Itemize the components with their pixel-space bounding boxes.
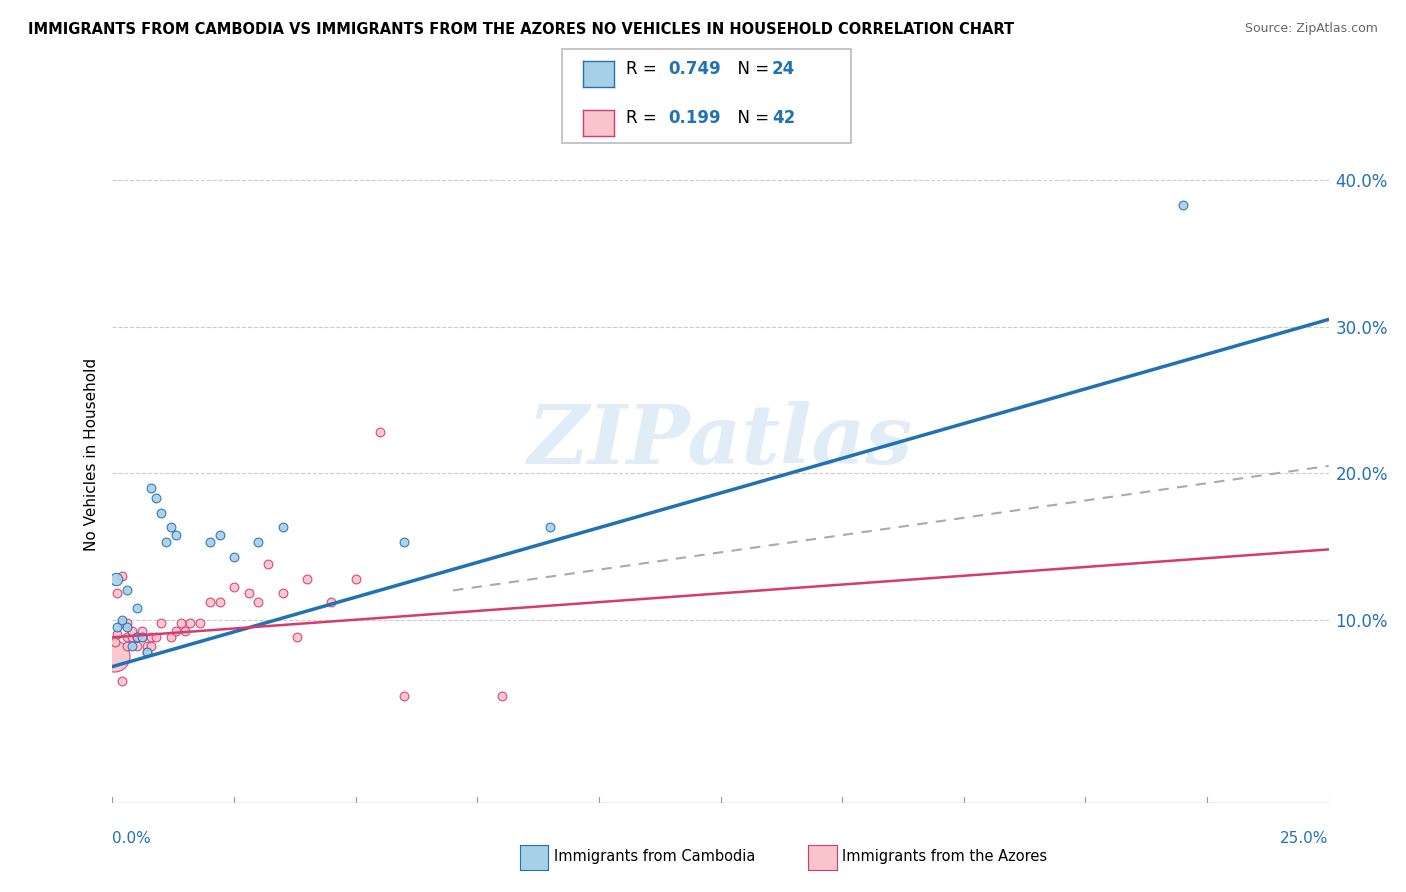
Text: ZIPatlas: ZIPatlas xyxy=(527,401,914,481)
Point xyxy=(165,527,187,541)
Text: R =: R = xyxy=(626,60,662,78)
Point xyxy=(135,639,157,653)
Text: IMMIGRANTS FROM CAMBODIA VS IMMIGRANTS FROM THE AZORES NO VEHICLES IN HOUSEHOLD : IMMIGRANTS FROM CAMBODIA VS IMMIGRANTS F… xyxy=(28,22,1014,37)
Point xyxy=(271,520,294,534)
Point xyxy=(344,572,367,586)
Point xyxy=(104,634,127,648)
Point xyxy=(125,601,148,615)
Point xyxy=(105,627,128,641)
Point xyxy=(491,689,513,703)
Point xyxy=(145,491,167,505)
Point xyxy=(121,639,143,653)
Text: N =: N = xyxy=(727,60,775,78)
Point xyxy=(111,674,134,689)
Point xyxy=(222,581,246,595)
Point xyxy=(115,615,138,630)
Point xyxy=(135,645,157,659)
Text: Immigrants from the Azores: Immigrants from the Azores xyxy=(842,849,1047,863)
Point xyxy=(115,630,138,644)
Point xyxy=(111,568,134,582)
Point xyxy=(115,620,138,634)
Point xyxy=(198,535,221,549)
Text: Immigrants from Cambodia: Immigrants from Cambodia xyxy=(554,849,755,863)
Text: 24: 24 xyxy=(772,60,796,78)
Text: 0.0%: 0.0% xyxy=(112,831,152,846)
Point xyxy=(150,615,173,630)
Point xyxy=(131,630,153,644)
Point xyxy=(141,481,163,495)
Point xyxy=(141,630,163,644)
Point xyxy=(103,649,125,664)
Point xyxy=(121,630,143,644)
Point xyxy=(165,624,187,639)
Point xyxy=(131,630,153,644)
Point xyxy=(160,630,183,644)
Text: 0.749: 0.749 xyxy=(668,60,721,78)
Text: N =: N = xyxy=(727,109,775,127)
Point xyxy=(271,586,294,600)
Y-axis label: No Vehicles in Household: No Vehicles in Household xyxy=(83,359,98,551)
Point xyxy=(1171,198,1194,212)
Point xyxy=(368,425,391,440)
Point xyxy=(208,527,231,541)
Point xyxy=(125,639,148,653)
Point xyxy=(145,630,167,644)
Point xyxy=(321,595,343,609)
Point xyxy=(121,624,143,639)
Text: 42: 42 xyxy=(772,109,796,127)
Point xyxy=(115,583,138,598)
Point xyxy=(135,645,157,659)
Text: Source: ZipAtlas.com: Source: ZipAtlas.com xyxy=(1244,22,1378,36)
Point xyxy=(222,549,246,564)
Point xyxy=(105,572,128,586)
Point xyxy=(238,586,260,600)
Point xyxy=(285,630,308,644)
Point xyxy=(538,520,561,534)
Point xyxy=(394,689,416,703)
Point xyxy=(125,630,148,644)
Point xyxy=(247,535,270,549)
Point xyxy=(105,586,128,600)
Text: R =: R = xyxy=(626,109,662,127)
Point xyxy=(105,620,128,634)
Point xyxy=(131,624,153,639)
Point xyxy=(208,595,231,609)
Point xyxy=(111,615,134,630)
Point xyxy=(174,624,197,639)
Point xyxy=(169,615,191,630)
Point xyxy=(179,615,201,630)
Point xyxy=(115,639,138,653)
Point xyxy=(141,639,163,653)
Point xyxy=(150,506,173,520)
Point xyxy=(394,535,416,549)
Text: 0.199: 0.199 xyxy=(668,109,720,127)
Point xyxy=(188,615,211,630)
Point xyxy=(111,613,134,627)
Point xyxy=(125,630,148,644)
Point xyxy=(155,535,177,549)
Point xyxy=(160,520,183,534)
Point xyxy=(198,595,221,609)
Point xyxy=(247,595,270,609)
Point xyxy=(257,557,280,571)
Point xyxy=(295,572,318,586)
Text: 25.0%: 25.0% xyxy=(1281,831,1329,846)
